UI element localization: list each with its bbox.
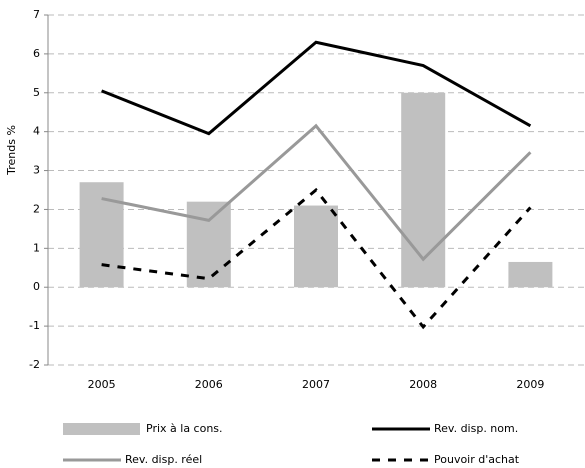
line-series	[101, 123, 532, 262]
y-tick-label: 3	[33, 164, 40, 177]
line-series	[101, 187, 532, 330]
y-tick-label: -2	[29, 358, 40, 371]
y-tick-label: 2	[33, 202, 40, 215]
legend-label: Pouvoir d'achat	[434, 453, 520, 466]
y-tick-label: 0	[33, 280, 40, 293]
x-tick-label: 2007	[302, 378, 330, 391]
legend-label: Rev. disp. réel	[125, 453, 202, 466]
bar	[186, 201, 231, 288]
y-tick-label: -1	[29, 319, 40, 332]
legend-label: Rev. disp. nom.	[434, 422, 518, 435]
y-axis-label: Trends %	[5, 125, 18, 176]
y-tick-label: 6	[33, 47, 40, 60]
x-tick-label: 2005	[88, 378, 116, 391]
y-tick-label: 1	[33, 241, 40, 254]
y-tick-label: 7	[33, 8, 40, 21]
bar	[294, 205, 338, 288]
x-tick-label: 2008	[409, 378, 437, 391]
line-series	[101, 40, 532, 136]
x-tick-label: 2009	[516, 378, 544, 391]
bar	[401, 92, 446, 288]
legend-label: Prix à la cons.	[146, 422, 223, 435]
bar	[508, 261, 553, 288]
x-tick-label: 2006	[195, 378, 223, 391]
legend-swatch	[63, 423, 140, 435]
bar	[79, 182, 124, 288]
y-tick-label: 5	[33, 86, 40, 99]
y-tick-label: 4	[33, 125, 40, 138]
